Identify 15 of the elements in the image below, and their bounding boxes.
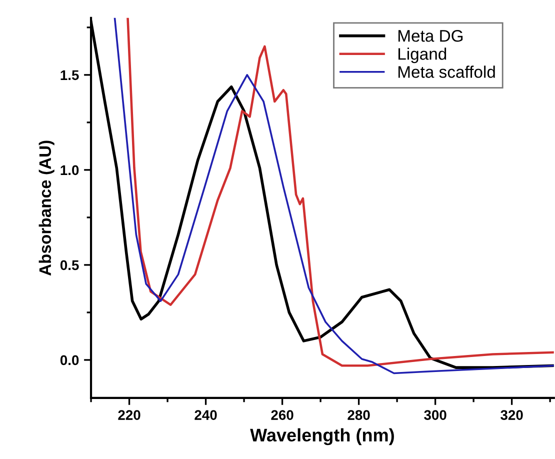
x-axis-title: Wavelength (nm) [250,428,394,446]
y-tick-label: 0.5 [60,260,79,270]
x-tick-label: 260 [271,410,294,420]
y-axis-title: Absorbance (AU) [38,140,54,276]
y-tick-label: 1.5 [60,70,79,80]
x-tick-label: 240 [194,410,217,420]
x-tick-label: 280 [348,410,370,420]
y-tick-label: 1.0 [60,165,79,176]
x-tick-label: 320 [500,410,523,420]
legend-label: Meta DG [398,30,463,42]
legend-label: Meta scaffold [398,66,495,78]
x-tick-label: 220 [118,410,140,420]
x-tick-label: 300 [424,410,446,420]
y-tick-label: 0.0 [60,355,79,366]
legend-label: Ligand [398,48,446,64]
